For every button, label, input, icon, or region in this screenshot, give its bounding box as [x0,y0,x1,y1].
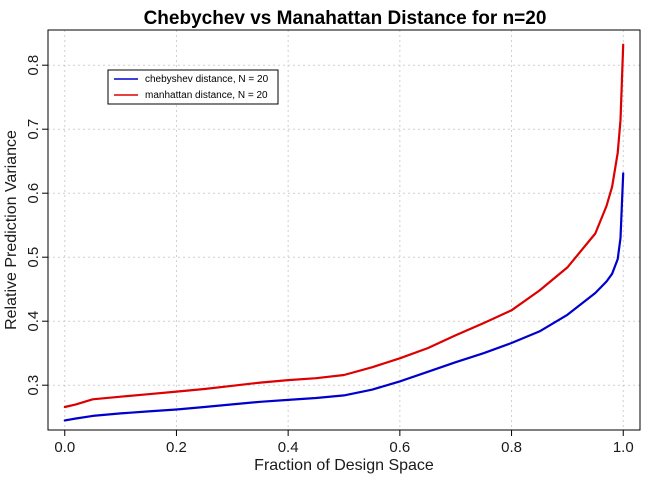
y-axis-label: Relative Prediction Variance [3,130,20,330]
axes: 0.0 0.2 0.4 0.6 0.8 1.0 0.3 0.4 0.5 0.6 0.7 0.8 [25,55,634,456]
y-tick-label: 0.4 [25,311,42,332]
y-tick-label: 0.3 [25,375,42,396]
x-axis-label: Fraction of Design Space [254,457,434,474]
y-tick-label: 0.6 [25,183,42,204]
legend-label-manhattan: manhattan distance, N = 20 [145,90,268,101]
x-tick-label: 0.6 [389,439,410,456]
series-lines [63,43,625,422]
x-tick-label: 0.2 [166,439,187,456]
x-tick-label: 0.8 [501,439,522,456]
legend-label-chebyshev: chebyshev distance, N = 20 [145,74,269,85]
x-tick-label: 0.4 [278,439,299,456]
legend-box [107,69,279,105]
plot-frame [47,29,641,431]
series-line-chebyshev [63,172,625,422]
series-line-manhattan [63,43,625,409]
x-tick-label: 1.0 [613,439,634,456]
y-tick-label: 0.7 [25,119,42,140]
x-tick-label: 0.0 [54,439,75,456]
legend: chebyshev distance, N = 20 manhattan dis… [107,69,279,105]
y-tick-label: 0.5 [25,247,42,268]
grid-lines [48,30,640,430]
y-tick-label: 0.8 [25,55,42,76]
chart-title: Chebychev vs Manahattan Distance for n=2… [144,8,547,29]
